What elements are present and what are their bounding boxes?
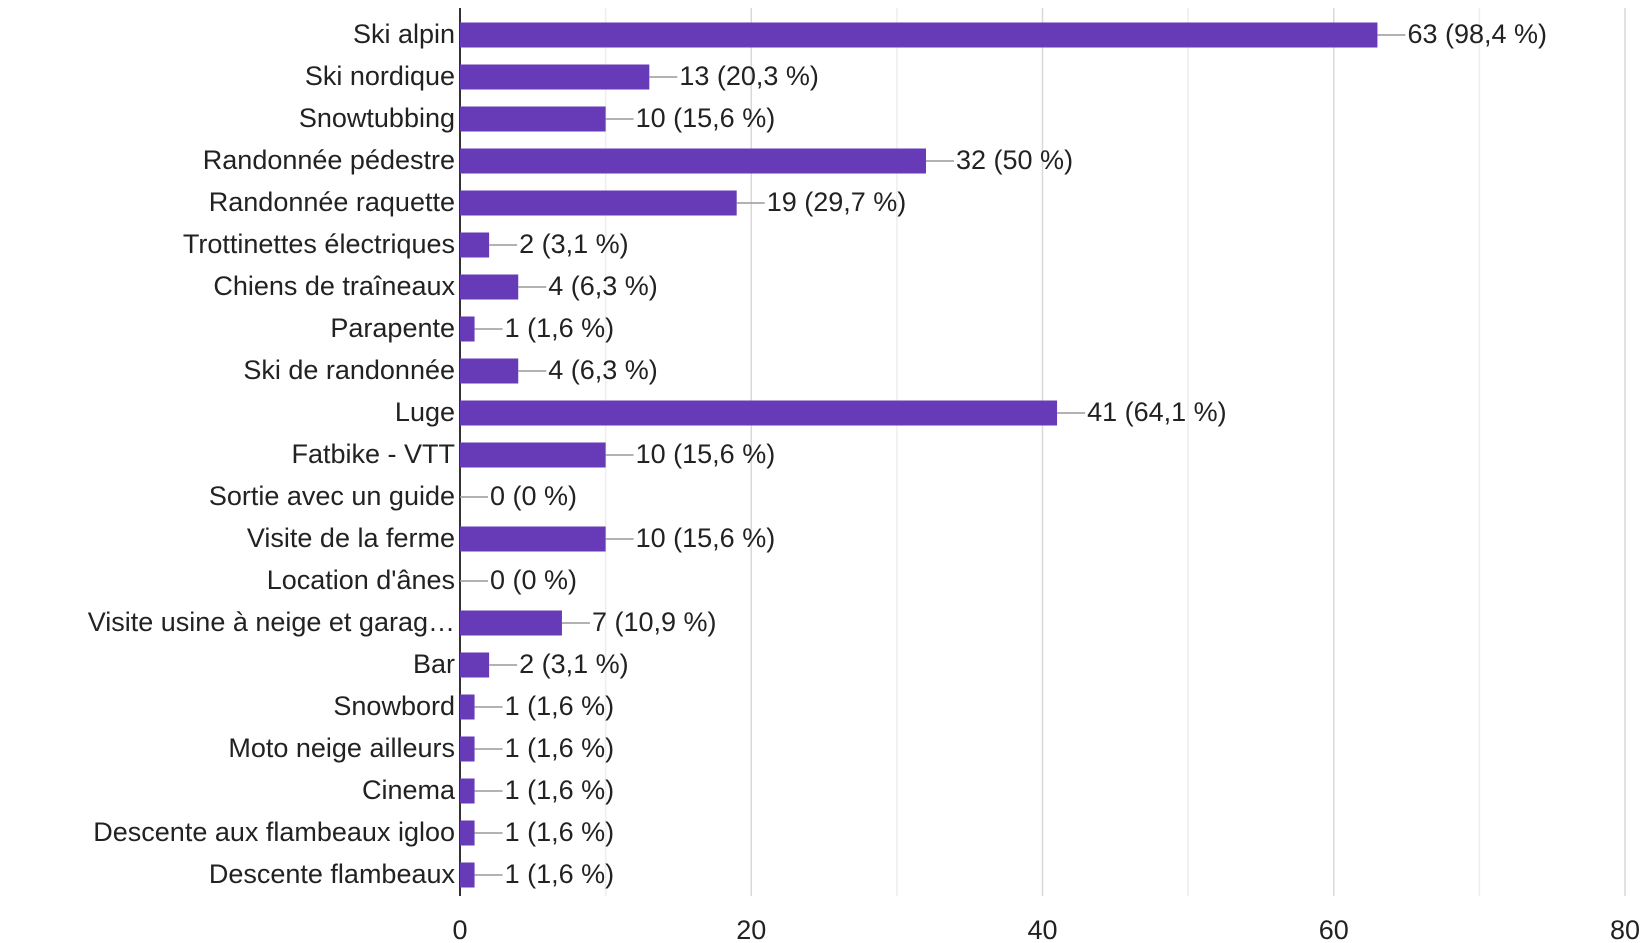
y-tick-label: Descente aux flambeaux igloo bbox=[93, 817, 455, 847]
bar bbox=[460, 64, 650, 90]
value-label: 4 (6,3 %) bbox=[548, 355, 658, 385]
value-label: 41 (64,1 %) bbox=[1087, 397, 1227, 427]
bar bbox=[460, 862, 475, 888]
y-tick-label: Parapente bbox=[330, 313, 455, 343]
y-tick-label: Visite usine à neige et garag… bbox=[88, 607, 455, 637]
bar bbox=[460, 316, 475, 342]
y-tick-label: Cinema bbox=[362, 775, 456, 805]
bar bbox=[460, 274, 519, 300]
value-label: 2 (3,1 %) bbox=[519, 649, 629, 679]
value-label: 10 (15,6 %) bbox=[636, 103, 776, 133]
value-label: 0 (0 %) bbox=[490, 565, 577, 595]
value-label: 1 (1,6 %) bbox=[505, 775, 615, 805]
x-tick-label: 80 bbox=[1610, 915, 1640, 943]
bar bbox=[460, 820, 475, 846]
y-tick-label: Snowbord bbox=[333, 691, 455, 721]
y-tick-label: Visite de la ferme bbox=[247, 523, 455, 553]
bar bbox=[460, 190, 737, 216]
y-tick-label: Sortie avec un guide bbox=[209, 481, 455, 511]
x-tick-label: 40 bbox=[1027, 915, 1057, 943]
value-label: 2 (3,1 %) bbox=[519, 229, 629, 259]
value-label: 1 (1,6 %) bbox=[505, 313, 615, 343]
bar bbox=[460, 442, 606, 468]
y-tick-label: Fatbike - VTT bbox=[291, 439, 455, 469]
value-label: 7 (10,9 %) bbox=[592, 607, 717, 637]
y-tick-label: Trottinettes électriques bbox=[183, 229, 455, 259]
y-tick-label: Descente flambeaux bbox=[209, 859, 456, 889]
value-label: 1 (1,6 %) bbox=[505, 691, 615, 721]
y-tick-label: Moto neige ailleurs bbox=[228, 733, 455, 763]
y-tick-label: Randonnée pédestre bbox=[203, 145, 455, 175]
y-tick-label: Ski nordique bbox=[305, 61, 455, 91]
y-tick-label: Ski alpin bbox=[353, 19, 455, 49]
y-tick-label: Ski de randonnée bbox=[243, 355, 455, 385]
value-label: 0 (0 %) bbox=[490, 481, 577, 511]
bar bbox=[460, 232, 490, 258]
y-tick-label: Snowtubbing bbox=[299, 103, 455, 133]
x-tick-label: 60 bbox=[1319, 915, 1349, 943]
bar bbox=[460, 358, 519, 384]
bar bbox=[460, 652, 490, 678]
value-label: 32 (50 %) bbox=[956, 145, 1073, 175]
bar bbox=[460, 610, 562, 636]
bar bbox=[460, 736, 475, 762]
bar bbox=[460, 694, 475, 720]
y-tick-label: Bar bbox=[413, 649, 455, 679]
value-label: 19 (29,7 %) bbox=[767, 187, 907, 217]
bar bbox=[460, 106, 606, 132]
value-label: 63 (98,4 %) bbox=[1407, 19, 1547, 49]
value-label: 13 (20,3 %) bbox=[679, 61, 819, 91]
value-label: 1 (1,6 %) bbox=[505, 817, 615, 847]
value-label: 10 (15,6 %) bbox=[636, 439, 776, 469]
y-tick-label: Randonnée raquette bbox=[209, 187, 455, 217]
x-tick-label: 20 bbox=[736, 915, 766, 943]
value-label: 1 (1,6 %) bbox=[505, 859, 615, 889]
bar bbox=[460, 22, 1378, 48]
y-tick-label: Location d'ânes bbox=[267, 565, 455, 595]
value-label: 10 (15,6 %) bbox=[636, 523, 776, 553]
y-tick-label: Chiens de traîneaux bbox=[213, 271, 455, 301]
bar bbox=[460, 778, 475, 804]
value-label: 1 (1,6 %) bbox=[505, 733, 615, 763]
bar bbox=[460, 526, 606, 552]
bar bbox=[460, 148, 926, 174]
value-label: 4 (6,3 %) bbox=[548, 271, 658, 301]
x-tick-label: 0 bbox=[452, 915, 467, 943]
bar bbox=[460, 400, 1058, 426]
y-tick-label: Luge bbox=[395, 397, 455, 427]
